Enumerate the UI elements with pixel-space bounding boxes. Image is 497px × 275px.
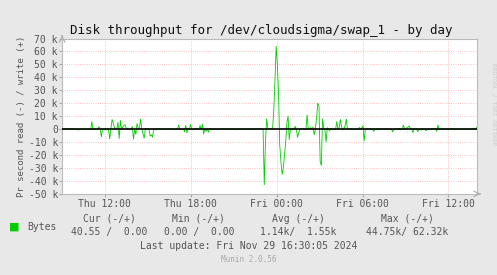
Y-axis label: Pr second read (-) / write (+): Pr second read (-) / write (+) xyxy=(17,35,26,197)
Text: Disk throughput for /dev/cloudsigma/swap_1 - by day: Disk throughput for /dev/cloudsigma/swap… xyxy=(71,24,453,37)
Text: Last update: Fri Nov 29 16:30:05 2024: Last update: Fri Nov 29 16:30:05 2024 xyxy=(140,241,357,251)
Text: 40.55 /  0.00: 40.55 / 0.00 xyxy=(71,227,148,237)
Text: Bytes: Bytes xyxy=(27,222,57,232)
Text: Cur (-/+): Cur (-/+) xyxy=(83,214,136,224)
Text: RRDTOOL / TOBI OETIKER: RRDTOOL / TOBI OETIKER xyxy=(491,63,496,146)
Text: Avg (-/+): Avg (-/+) xyxy=(272,214,325,224)
Text: 44.75k/ 62.32k: 44.75k/ 62.32k xyxy=(366,227,449,237)
Text: 0.00 /  0.00: 0.00 / 0.00 xyxy=(164,227,234,237)
Text: 1.14k/  1.55k: 1.14k/ 1.55k xyxy=(260,227,336,237)
Text: Min (-/+): Min (-/+) xyxy=(172,214,225,224)
Text: ■: ■ xyxy=(9,222,19,232)
Text: Max (-/+): Max (-/+) xyxy=(381,214,434,224)
Text: Munin 2.0.56: Munin 2.0.56 xyxy=(221,255,276,264)
